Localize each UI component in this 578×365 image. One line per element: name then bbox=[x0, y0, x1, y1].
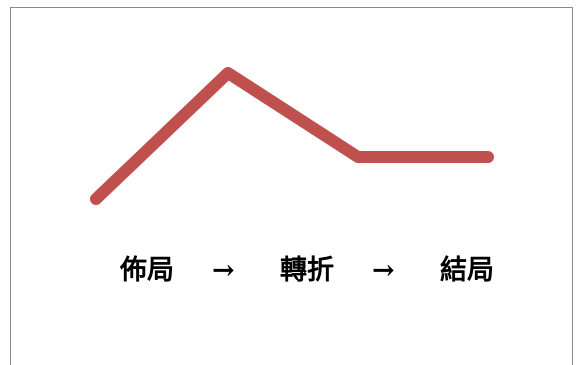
arrow-icon: → bbox=[212, 255, 235, 286]
arrow-icon: → bbox=[372, 255, 395, 286]
trend-line bbox=[90, 67, 494, 205]
stage-sequence: 佈局 → 轉折 → 結局 bbox=[0, 248, 578, 294]
stage-label-turn: 轉折 bbox=[280, 255, 334, 286]
stage-label-ending: 結局 bbox=[440, 255, 494, 286]
stage-label-layout: 佈局 bbox=[120, 255, 174, 286]
